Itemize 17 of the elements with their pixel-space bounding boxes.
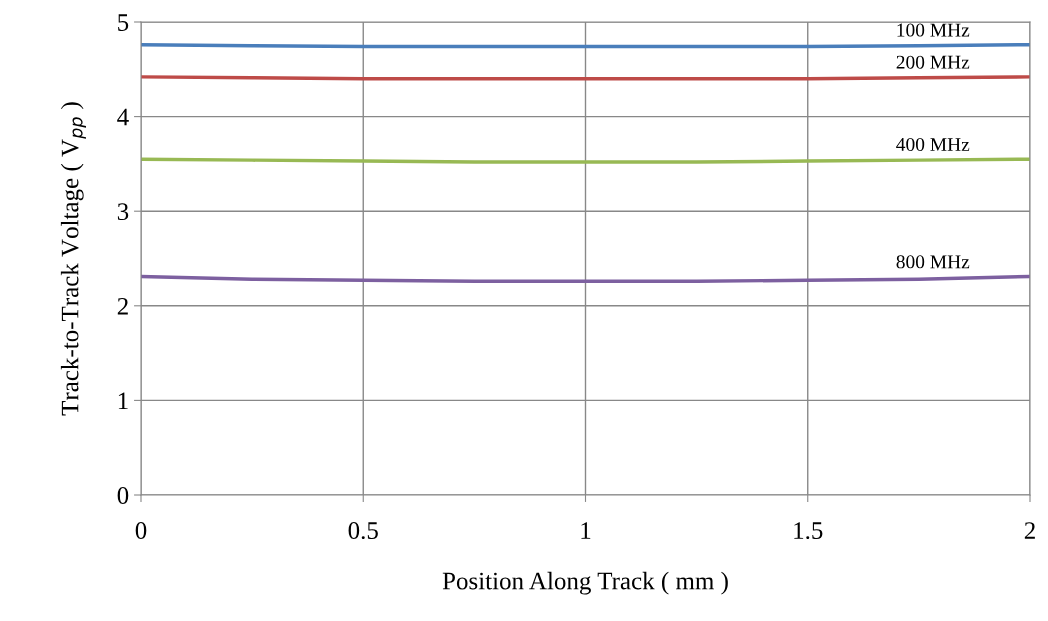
x-tick-label: 0 [135, 522, 147, 539]
y-axis-title: Track-to-Track Voltage ( V$_{pp}$ ) [60, 102, 86, 416]
series-label: 200 MHz [896, 55, 970, 69]
y-tick-label: 5 [118, 14, 129, 31]
x-tick-label: 0.5 [348, 522, 378, 540]
y-tick-label: 4 [117, 108, 129, 126]
x-axis-title: Position Along Track ( mm ) [442, 571, 728, 595]
series-label: 800 MHz [896, 255, 970, 269]
y-tick-label: 1 [118, 392, 128, 410]
series-label: 400 MHz [896, 137, 970, 152]
y-tick-label: 3 [117, 203, 129, 221]
y-tick-label: 2 [117, 297, 128, 315]
x-tick-label: 1.5 [794, 522, 823, 540]
x-tick-label: 2 [1024, 522, 1035, 539]
y-tick-label: 0 [117, 487, 129, 504]
x-tick-label: 1 [581, 522, 591, 539]
series-label: 100 MHz [897, 23, 970, 37]
